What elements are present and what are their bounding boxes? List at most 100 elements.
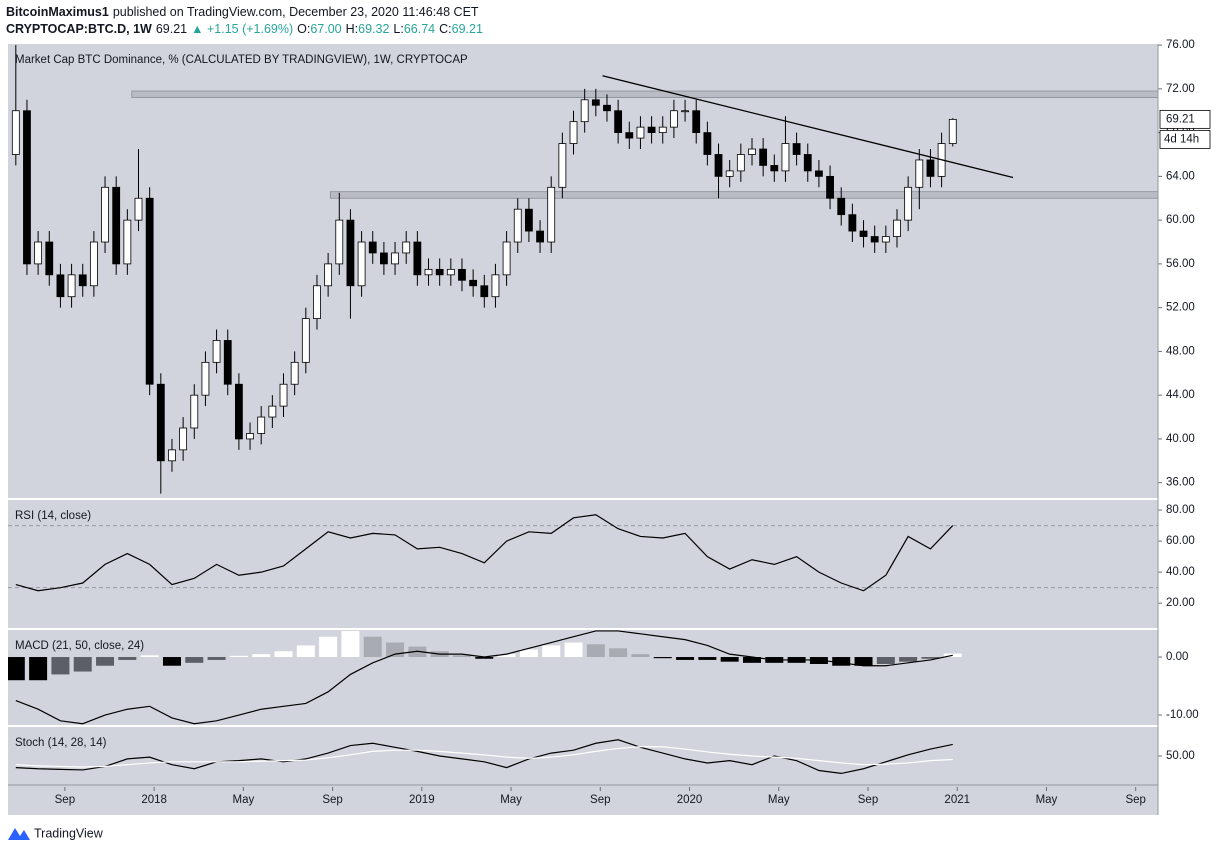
y-tick-label: 76.00 xyxy=(1166,39,1195,51)
candle-body xyxy=(301,318,310,363)
histogram-bar xyxy=(631,654,650,658)
candle-body xyxy=(893,219,901,237)
histogram-bar xyxy=(341,630,360,658)
histogram-bar xyxy=(296,645,315,658)
indicator-line xyxy=(15,739,953,775)
last-price: 69.21 xyxy=(155,22,188,36)
countdown: 4d 14h xyxy=(1164,133,1199,145)
candle-body xyxy=(357,241,366,287)
candle-body xyxy=(714,154,723,177)
candle-body xyxy=(257,416,266,434)
countdown-box xyxy=(1159,129,1211,149)
candle-body xyxy=(246,433,254,440)
candle-body xyxy=(703,132,712,155)
candle-body xyxy=(335,219,344,265)
candle-body xyxy=(101,186,109,243)
trendline xyxy=(602,75,1014,179)
pane-title: Stoch (14, 28, 14) xyxy=(15,737,107,749)
histogram-bar xyxy=(720,657,739,662)
candle-body xyxy=(848,214,857,232)
candle-body xyxy=(904,186,913,221)
ohlc-value: 69.21 xyxy=(451,22,483,36)
author: BitcoinMaximus1 xyxy=(6,5,109,19)
histogram-bar xyxy=(854,657,873,666)
candle-body xyxy=(145,197,154,385)
histogram-bar xyxy=(162,657,181,666)
y-tick-label: 72.00 xyxy=(1166,83,1195,95)
x-tick-label: May xyxy=(1036,794,1058,806)
candle-body xyxy=(379,252,388,265)
histogram-bar xyxy=(96,657,115,666)
ohlc-label: H: xyxy=(345,22,359,36)
ohlc-value: 67.00 xyxy=(310,22,342,36)
x-tick-label: May xyxy=(232,794,254,806)
candle-body xyxy=(179,427,188,451)
ohlc-value: 69.32 xyxy=(358,22,390,36)
histogram-bar xyxy=(229,655,248,658)
candle-body xyxy=(580,99,589,123)
histogram-bar xyxy=(742,657,761,663)
y-tick-label: 50.00 xyxy=(1166,750,1195,762)
histogram-bar xyxy=(519,649,538,658)
candle-body xyxy=(647,126,656,134)
candle-body xyxy=(34,241,43,265)
y-tick-label: -10.00 xyxy=(1166,709,1199,721)
ohlc-label: L: xyxy=(393,22,404,36)
candle-body xyxy=(435,268,444,276)
candle-body xyxy=(502,241,511,276)
candle-body xyxy=(23,110,31,265)
candle-body xyxy=(803,154,812,172)
candle-body xyxy=(78,274,87,287)
candle-body xyxy=(536,230,544,243)
histogram-bar xyxy=(653,657,672,659)
y-tick-label: 20.00 xyxy=(1166,597,1195,609)
candle-body xyxy=(870,236,879,243)
candle-body xyxy=(736,154,745,172)
indicator-line xyxy=(15,746,953,768)
candle-body xyxy=(558,143,567,188)
y-tick-label: 0.00 xyxy=(1166,651,1188,663)
histogram-bar xyxy=(452,655,471,658)
candle-body xyxy=(413,241,422,276)
ohlc-label: C: xyxy=(439,22,452,36)
histogram-bar xyxy=(542,645,561,658)
candle-body xyxy=(190,394,199,429)
candle-body xyxy=(547,186,556,243)
candle-body xyxy=(915,159,924,188)
candle-body xyxy=(290,361,299,385)
candle-body xyxy=(603,104,611,112)
candle-body xyxy=(948,118,957,144)
x-tick-label: May xyxy=(500,794,522,806)
candle-body xyxy=(748,148,756,155)
candle-body xyxy=(770,165,779,172)
histogram-bar xyxy=(386,642,405,658)
candle-body xyxy=(89,241,98,287)
ohlc-label: O: xyxy=(297,22,311,36)
candle-body xyxy=(837,197,846,216)
candle-body xyxy=(268,405,277,418)
histogram-bar xyxy=(274,651,293,658)
candle-body xyxy=(201,361,210,396)
x-tick-label: Sep xyxy=(858,794,878,806)
y-tick-label: 64.00 xyxy=(1166,170,1195,182)
candle-body xyxy=(670,110,678,128)
candle-body xyxy=(692,110,701,134)
histogram-bar xyxy=(8,657,25,681)
change: ▲ +1.15 (+1.69%) xyxy=(191,22,294,36)
candle-body xyxy=(56,274,65,298)
candle-body xyxy=(45,241,54,276)
candle-body xyxy=(391,252,399,265)
histogram-bar xyxy=(586,644,605,658)
candle-body xyxy=(324,263,333,287)
candle-body xyxy=(212,340,221,363)
y-tick-label: 44.00 xyxy=(1166,389,1195,401)
candle-body xyxy=(402,241,411,254)
y-tick-label: 40.00 xyxy=(1166,433,1195,445)
histogram-bar xyxy=(676,657,695,660)
candle-body xyxy=(781,143,790,172)
pane xyxy=(11,45,1158,494)
candle-body xyxy=(658,126,667,134)
histogram-bar xyxy=(363,636,382,658)
y-tick-label: 80.00 xyxy=(1166,504,1195,516)
indicator-line xyxy=(15,514,954,592)
